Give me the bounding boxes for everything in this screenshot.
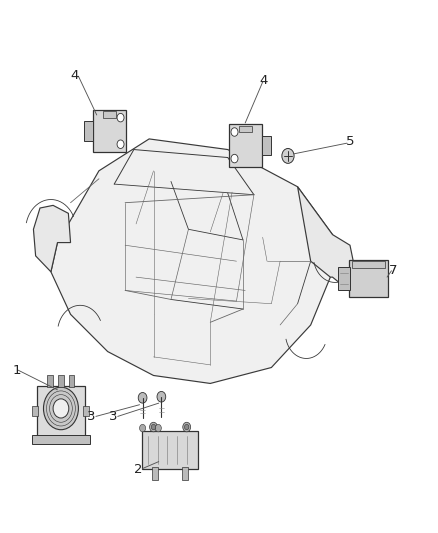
- Bar: [152, 467, 158, 480]
- Bar: [47, 375, 53, 387]
- Bar: [69, 375, 74, 387]
- Bar: [32, 406, 38, 416]
- Text: 4: 4: [259, 74, 268, 87]
- Text: 3: 3: [87, 410, 96, 423]
- Circle shape: [282, 149, 294, 164]
- Bar: [142, 431, 198, 469]
- Polygon shape: [297, 187, 354, 288]
- Bar: [261, 136, 271, 155]
- Bar: [352, 261, 385, 268]
- Text: 5: 5: [346, 135, 354, 148]
- Bar: [349, 260, 388, 297]
- Circle shape: [231, 155, 238, 163]
- Circle shape: [183, 422, 191, 432]
- Circle shape: [151, 424, 155, 430]
- Circle shape: [117, 140, 124, 149]
- Bar: [84, 122, 93, 141]
- Polygon shape: [51, 139, 332, 383]
- Text: 7: 7: [389, 264, 397, 277]
- Circle shape: [157, 391, 166, 402]
- Bar: [83, 406, 89, 416]
- Bar: [338, 266, 350, 290]
- Circle shape: [140, 424, 146, 432]
- Bar: [32, 435, 90, 444]
- Bar: [229, 124, 261, 166]
- Circle shape: [43, 387, 78, 430]
- Circle shape: [150, 422, 157, 432]
- Text: 3: 3: [109, 410, 117, 423]
- Circle shape: [231, 128, 238, 136]
- Circle shape: [184, 424, 189, 430]
- Bar: [37, 386, 85, 437]
- Text: 2: 2: [134, 463, 142, 476]
- Text: 4: 4: [71, 69, 79, 82]
- Circle shape: [155, 424, 161, 432]
- Bar: [103, 111, 117, 118]
- Bar: [182, 467, 188, 480]
- Bar: [58, 375, 64, 387]
- Bar: [239, 126, 252, 132]
- Polygon shape: [33, 205, 71, 272]
- Circle shape: [117, 114, 124, 122]
- Bar: [93, 110, 126, 152]
- Circle shape: [53, 399, 69, 418]
- Circle shape: [138, 392, 147, 403]
- Text: 1: 1: [12, 364, 21, 377]
